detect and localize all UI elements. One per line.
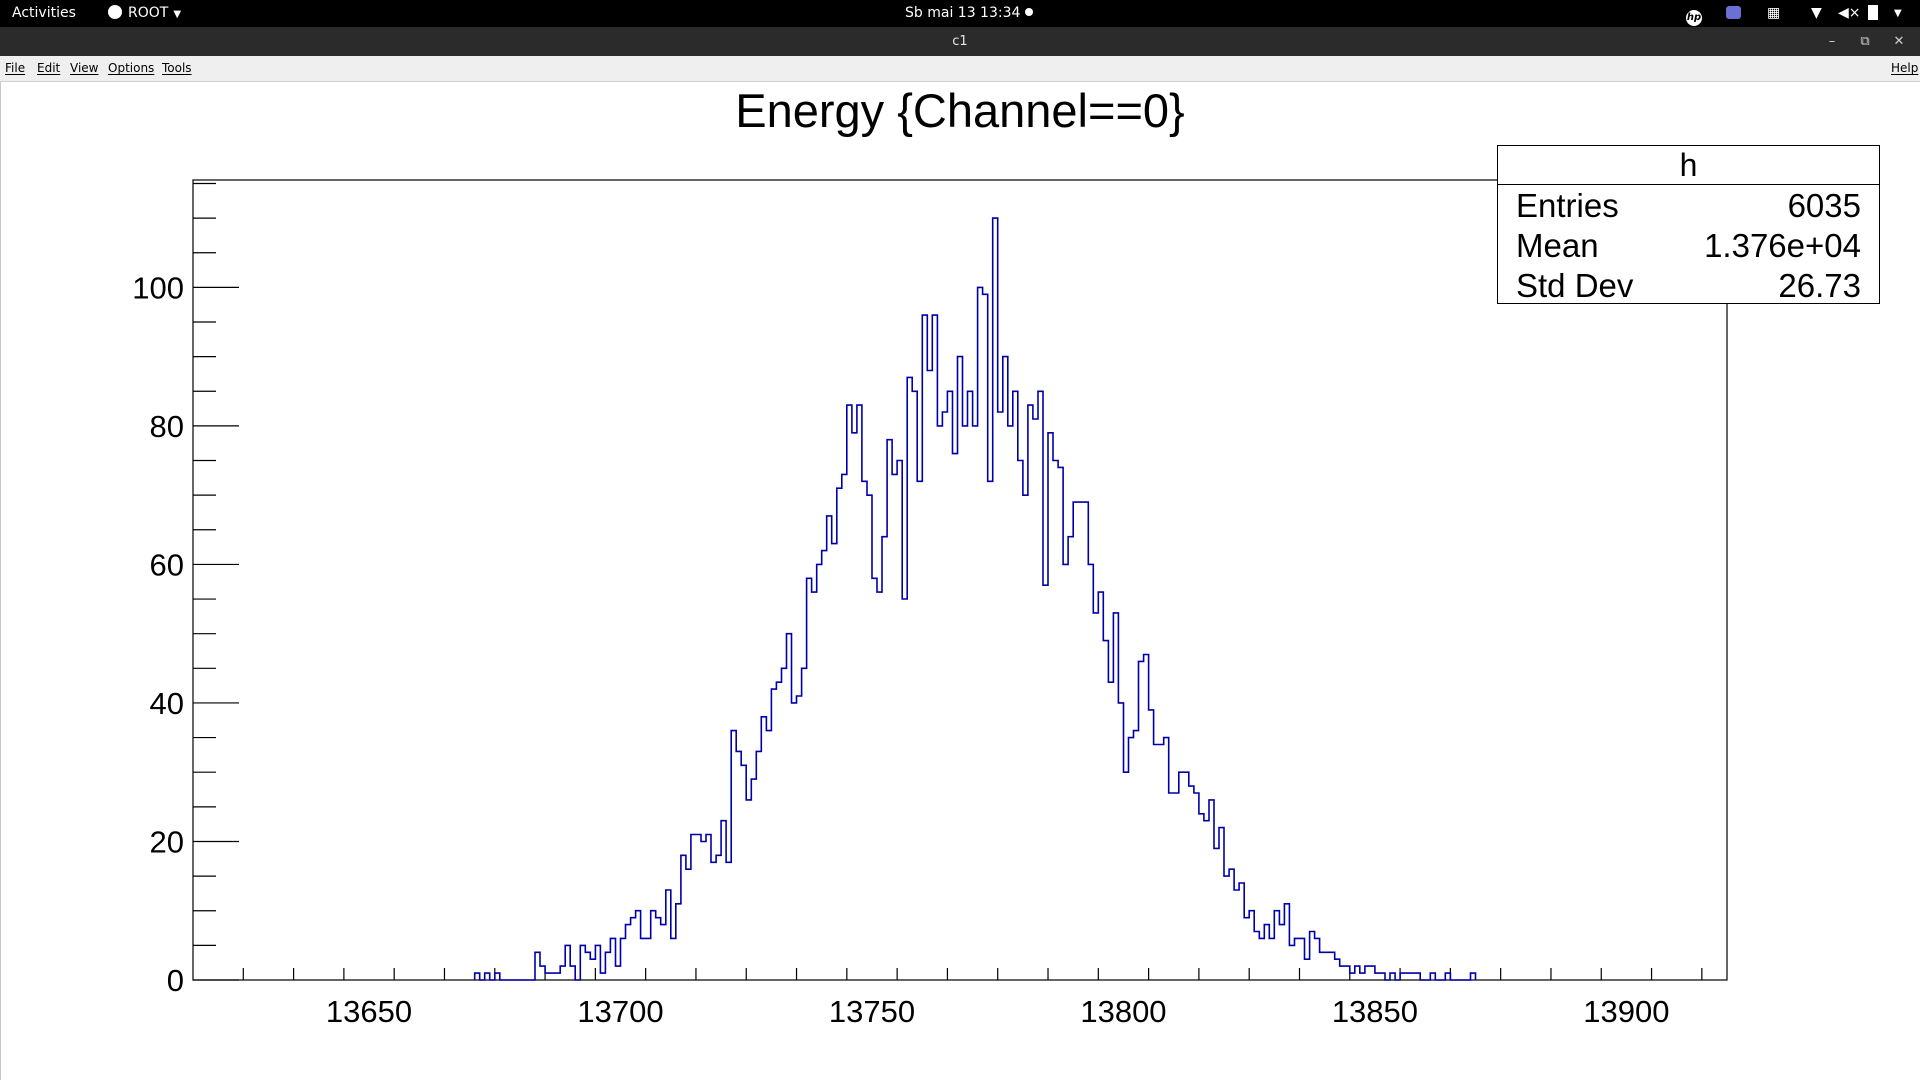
stats-row-std-dev: Std Dev 26.73 <box>1516 266 1861 306</box>
y-tick-label: 60 <box>150 547 184 582</box>
wifi-icon[interactable]: ▼ <box>1811 5 1822 21</box>
x-axis: 13650 13700 13750 13800 13850 13900 <box>242 968 1703 1029</box>
stats-value: 26.73 <box>1778 267 1861 304</box>
menu-bar: File Edit View Options Tools Help <box>0 56 1920 82</box>
y-tick-label: 0 <box>167 963 184 998</box>
y-tick-label: 100 <box>132 270 184 305</box>
menu-options[interactable]: Options <box>108 61 155 75</box>
y-tick-label: 20 <box>150 824 184 859</box>
system-top-bar: Activities ROOT ▼ Sb mai 13 13:34 hp ▦ ▼ … <box>0 0 1920 27</box>
menu-help[interactable]: Help <box>1891 61 1919 75</box>
menu-file[interactable]: File <box>5 61 26 75</box>
app-icon <box>108 5 122 19</box>
x-tick-label: 13700 <box>577 994 663 1029</box>
clock[interactable]: Sb mai 13 13:34 <box>905 5 1021 21</box>
app-menu-button[interactable]: ROOT ▼ <box>108 0 181 27</box>
stats-row-mean: Mean 1.376e+04 <box>1516 226 1861 266</box>
activities-button[interactable]: Activities <box>12 5 76 21</box>
y-tick-label: 40 <box>150 686 184 721</box>
stats-box[interactable]: h Entries 6035 Mean 1.376e+04 Std Dev 26… <box>1497 145 1880 304</box>
close-icon[interactable]: ✕ <box>1893 34 1905 49</box>
minimize-icon[interactable]: – <box>1828 34 1836 49</box>
notification-dot-icon <box>1025 0 1033 27</box>
x-tick-label: 13900 <box>1583 994 1669 1029</box>
menu-edit[interactable]: Edit <box>37 61 61 75</box>
menu-tools[interactable]: Tools <box>162 61 192 75</box>
restore-icon[interactable]: ⧉ <box>1860 34 1870 49</box>
hp-tray-icon[interactable]: hp <box>1686 0 1702 27</box>
grid-tray-icon[interactable]: ▦ <box>1767 5 1781 21</box>
stats-key: Std Dev <box>1516 267 1634 304</box>
histogram-line <box>473 217 1477 981</box>
x-tick-label: 13650 <box>326 994 412 1029</box>
x-tick-label: 13750 <box>829 994 915 1029</box>
menu-view[interactable]: View <box>70 61 99 75</box>
window-title: c1 <box>952 34 968 49</box>
y-axis: 0 20 40 60 80 100 <box>132 182 239 998</box>
stats-row-entries: Entries 6035 <box>1516 186 1861 226</box>
system-menu-chevron-icon[interactable]: ▼ <box>1894 8 1902 19</box>
y-tick-label: 80 <box>150 409 184 444</box>
battery-icon[interactable] <box>1868 0 1878 27</box>
window-title-bar: c1 – ⧉ ✕ <box>0 27 1920 56</box>
stats-key: Mean <box>1516 227 1599 264</box>
x-tick-label: 13800 <box>1080 994 1166 1029</box>
plot-frame <box>192 179 1728 981</box>
stats-value: 6035 <box>1787 187 1861 224</box>
histogram-title: Energy {Channel==0} <box>735 84 1184 137</box>
volume-muted-icon[interactable]: ◀× <box>1838 5 1861 21</box>
app-menu-label: ROOT <box>128 5 169 21</box>
chevron-down-icon: ▼ <box>173 9 182 20</box>
stats-box-name: h <box>1498 146 1879 185</box>
stats-key: Entries <box>1516 187 1619 224</box>
stats-value: 1.376e+04 <box>1704 227 1861 264</box>
teams-tray-icon[interactable] <box>1726 0 1741 27</box>
x-tick-label: 13850 <box>1332 994 1418 1029</box>
